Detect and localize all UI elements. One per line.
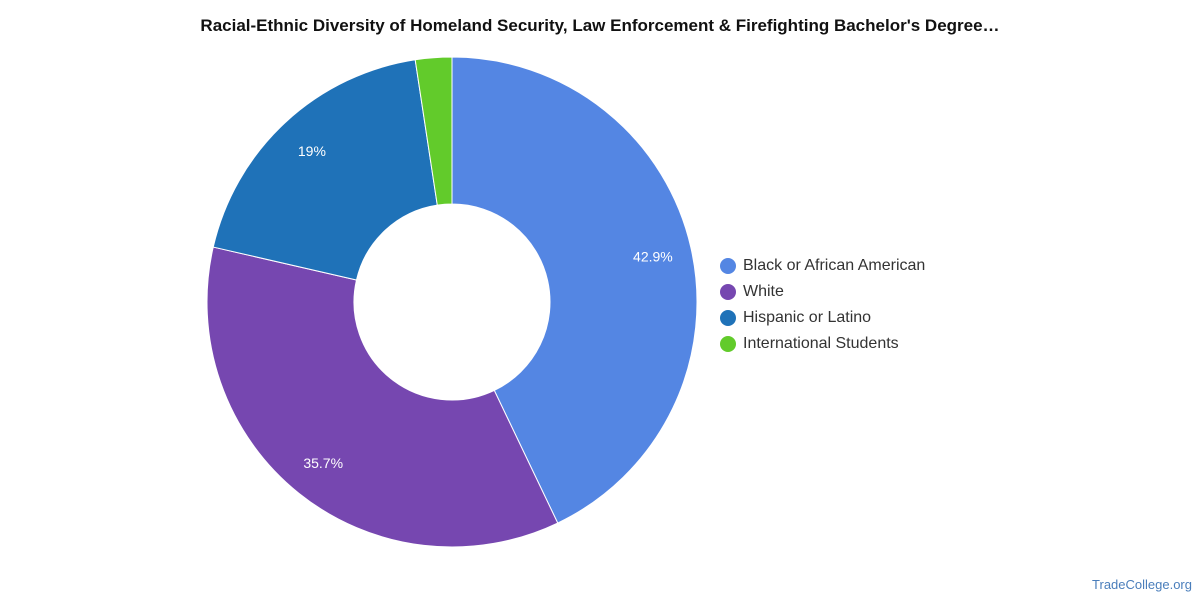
legend-label: Black or African American [743,257,926,274]
legend-swatch-international-students [720,336,736,352]
slice-hispanic-or-latino[interactable] [212,59,438,281]
source-credit-link[interactable]: TradeCollege.org [1092,577,1192,592]
legend-label: International Students [743,335,899,352]
legend-label: Hispanic or Latino [743,309,872,326]
legend-swatch-white [720,284,736,300]
legend-item-white[interactable]: White [720,279,925,305]
legend-swatch-hispanic-or-latino [720,310,736,326]
slice-black-or-african-american[interactable] [451,56,698,524]
legend-item-black-or-african-american[interactable]: Black or African American [720,253,925,279]
chart-title: Racial-Ethnic Diversity of Homeland Secu… [200,16,1000,35]
legend-item-hispanic-or-latino[interactable]: Hispanic or Latino [720,305,925,331]
legend: Black or African American White Hispanic… [720,253,925,357]
slice-label-white: 35.7% [303,455,343,471]
slice-white[interactable] [206,246,559,548]
legend-item-international-students[interactable]: International Students [720,331,925,357]
slice-international-students[interactable] [414,56,453,206]
slice-label-hispanic-or-latino: 19% [298,143,326,159]
slice-label-black-or-african-american: 42.9% [633,248,673,264]
legend-label: White [743,283,784,300]
legend-swatch-black-or-african-american [720,258,736,274]
